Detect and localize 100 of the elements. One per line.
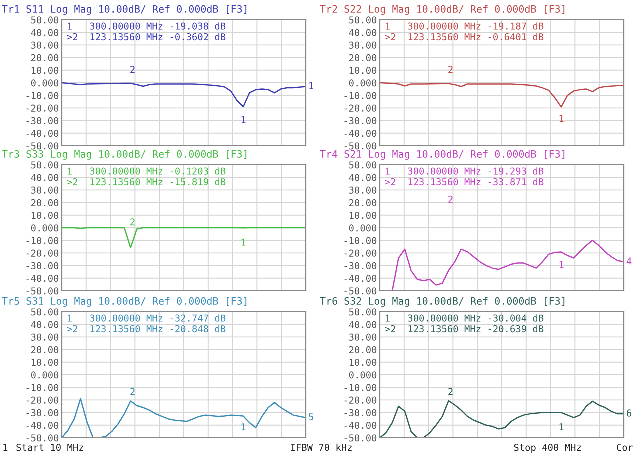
y-tick-label: -30.00 (26, 262, 59, 270)
y-tick-label: 20.00 (31, 199, 59, 207)
y-tick-label: -40.00 (344, 422, 377, 430)
annotation: 2 (448, 388, 453, 396)
y-tick-label: -10.00 (26, 237, 59, 244)
annotation: 1 300.00000 MHz -19.187 dB (386, 22, 544, 30)
y-tick-label: -30.00 (344, 262, 377, 270)
y-tick-label: 30.00 (349, 334, 377, 341)
y-tick-label: 10.00 (32, 359, 59, 366)
y-tick-label: -40.00 (26, 130, 59, 138)
y-tick-label: -50.00 (26, 434, 59, 442)
y-tick-label: -20.00 (344, 250, 377, 257)
y-tick-label: -30.00 (26, 409, 59, 417)
text: 1 (4, 444, 8, 452)
y-tick-label: -50.00 (344, 142, 377, 150)
y-tick-label: -10.00 (26, 384, 59, 392)
y-tick-label: 30.00 (31, 334, 59, 341)
annotation: 1 300.00000 MHz -0.1203 dB (68, 168, 226, 175)
chart-title: Tr3 S33 Log Mag 10.00dB/ Ref 0.000dB [F3] (2, 150, 247, 160)
annotation: >2 123.13560 MHz -20.848 dB (67, 325, 226, 333)
y-tick-label: -50.00 (344, 434, 377, 442)
text: 6 (627, 410, 632, 417)
y-tick-label: 0.000 (31, 224, 59, 232)
y-tick-label: -50.00 (26, 142, 59, 150)
y-tick-label: -30.00 (344, 117, 377, 125)
chart-title: Tr2 S22 Log Mag 10.00dB/ Ref 0.000dB [F3] (320, 5, 565, 15)
chart-title: Tr6 S32 Log Mag 10.00dB/ Ref 0.000dB [F3] (320, 297, 565, 307)
y-tick-label: 30.00 (349, 186, 377, 194)
annotation: 2 (448, 66, 453, 74)
y-tick-label: -10.00 (344, 92, 377, 100)
annotation: >2 123.13560 MHz -20.639 dB (385, 325, 544, 333)
y-tick-label: 30.00 (349, 42, 377, 49)
y-tick-label: 50.00 (349, 16, 377, 24)
y-tick-label: -10.00 (26, 92, 59, 100)
y-tick-label: 20.00 (349, 346, 377, 354)
chart-title: Tr5 S31 Log Mag 10.00dB/ Ref 0.000dB [F3] (2, 297, 247, 307)
annotation: 1 300.00000 MHz -30.004 dB (386, 314, 544, 322)
annotation: 1 (242, 116, 246, 124)
y-tick-label: -10.00 (344, 237, 377, 244)
y-tick-label: -20.00 (344, 104, 377, 112)
y-tick-label: 10.00 (32, 212, 59, 220)
y-tick-label: 20.00 (349, 199, 377, 207)
y-tick-label: 0.000 (349, 372, 377, 379)
chart-title: Tr4 S21 Log Mag 10.00dB/ Ref 0.000dB [F3] (320, 150, 565, 160)
annotation: 1 (560, 262, 564, 268)
y-tick-label: -20.00 (344, 396, 377, 404)
annotation: 2 (130, 66, 135, 74)
y-tick-label: 10.00 (350, 359, 377, 366)
y-tick-label: 40.00 (349, 321, 377, 328)
text: 4 (626, 258, 632, 265)
y-tick-label: 0.000 (349, 224, 377, 232)
text: Cor (617, 444, 634, 452)
annotation: 1 (560, 424, 564, 431)
y-tick-label: 50.00 (349, 308, 377, 316)
y-tick-label: 0.000 (31, 372, 59, 379)
y-tick-label: 20.00 (31, 54, 59, 62)
y-tick-label: 0.000 (349, 80, 377, 87)
y-tick-label: 40.00 (349, 29, 377, 36)
text: Stop 400 MHz (514, 444, 582, 453)
text: Start 10 MHz (16, 444, 84, 452)
annotation: 1 (560, 115, 564, 122)
y-tick-label: -40.00 (26, 275, 59, 282)
y-tick-label: -50.00 (26, 288, 59, 295)
annotation: 1 300.00000 MHz -32.747 dB (68, 314, 226, 322)
y-tick-label: -40.00 (344, 130, 377, 138)
y-tick-label: -30.00 (344, 409, 377, 417)
y-tick-label: 40.00 (31, 321, 59, 328)
annotation: 2 (130, 388, 135, 396)
y-tick-label: 20.00 (31, 346, 59, 354)
y-tick-label: 30.00 (31, 186, 59, 194)
y-tick-label: 30.00 (31, 42, 59, 49)
y-tick-label: 40.00 (31, 29, 59, 36)
text: 1 (310, 82, 314, 90)
annotation: 1 300.00000 MHz -19.293 dB (386, 168, 544, 175)
y-tick-label: 50.00 (31, 16, 59, 24)
y-tick-label: 40.00 (349, 174, 377, 182)
y-tick-label: -50.00 (344, 288, 377, 295)
line-series (62, 227, 306, 249)
text: IFBW 70 kHz (291, 444, 352, 452)
y-tick-label: -10.00 (344, 384, 377, 392)
annotation: 2 (448, 196, 453, 203)
y-tick-label: -40.00 (344, 275, 377, 282)
y-tick-label: -20.00 (26, 250, 59, 257)
line-series (380, 82, 624, 108)
annotation: 1 300.00000 MHz -19.038 dB (68, 22, 226, 30)
y-tick-label: 50.00 (31, 162, 59, 169)
annotation: >2 123.13560 MHz -33.871 dB (385, 178, 544, 186)
line-series (62, 82, 306, 108)
text: 5 (309, 414, 314, 421)
annotation: >2 123.13560 MHz -15.819 dB (67, 178, 226, 186)
y-tick-label: 50.00 (349, 162, 377, 169)
y-tick-label: -40.00 (26, 422, 59, 430)
y-tick-label: 40.00 (31, 174, 59, 182)
annotation: >2 123.13560 MHz -0.3602 dB (67, 33, 226, 41)
y-tick-label: 10.00 (350, 67, 377, 74)
y-tick-label: 20.00 (349, 54, 377, 62)
y-tick-label: 10.00 (32, 67, 59, 74)
annotation: 1 (242, 424, 246, 431)
y-tick-label: 50.00 (31, 308, 59, 316)
y-tick-label: -20.00 (26, 104, 59, 112)
